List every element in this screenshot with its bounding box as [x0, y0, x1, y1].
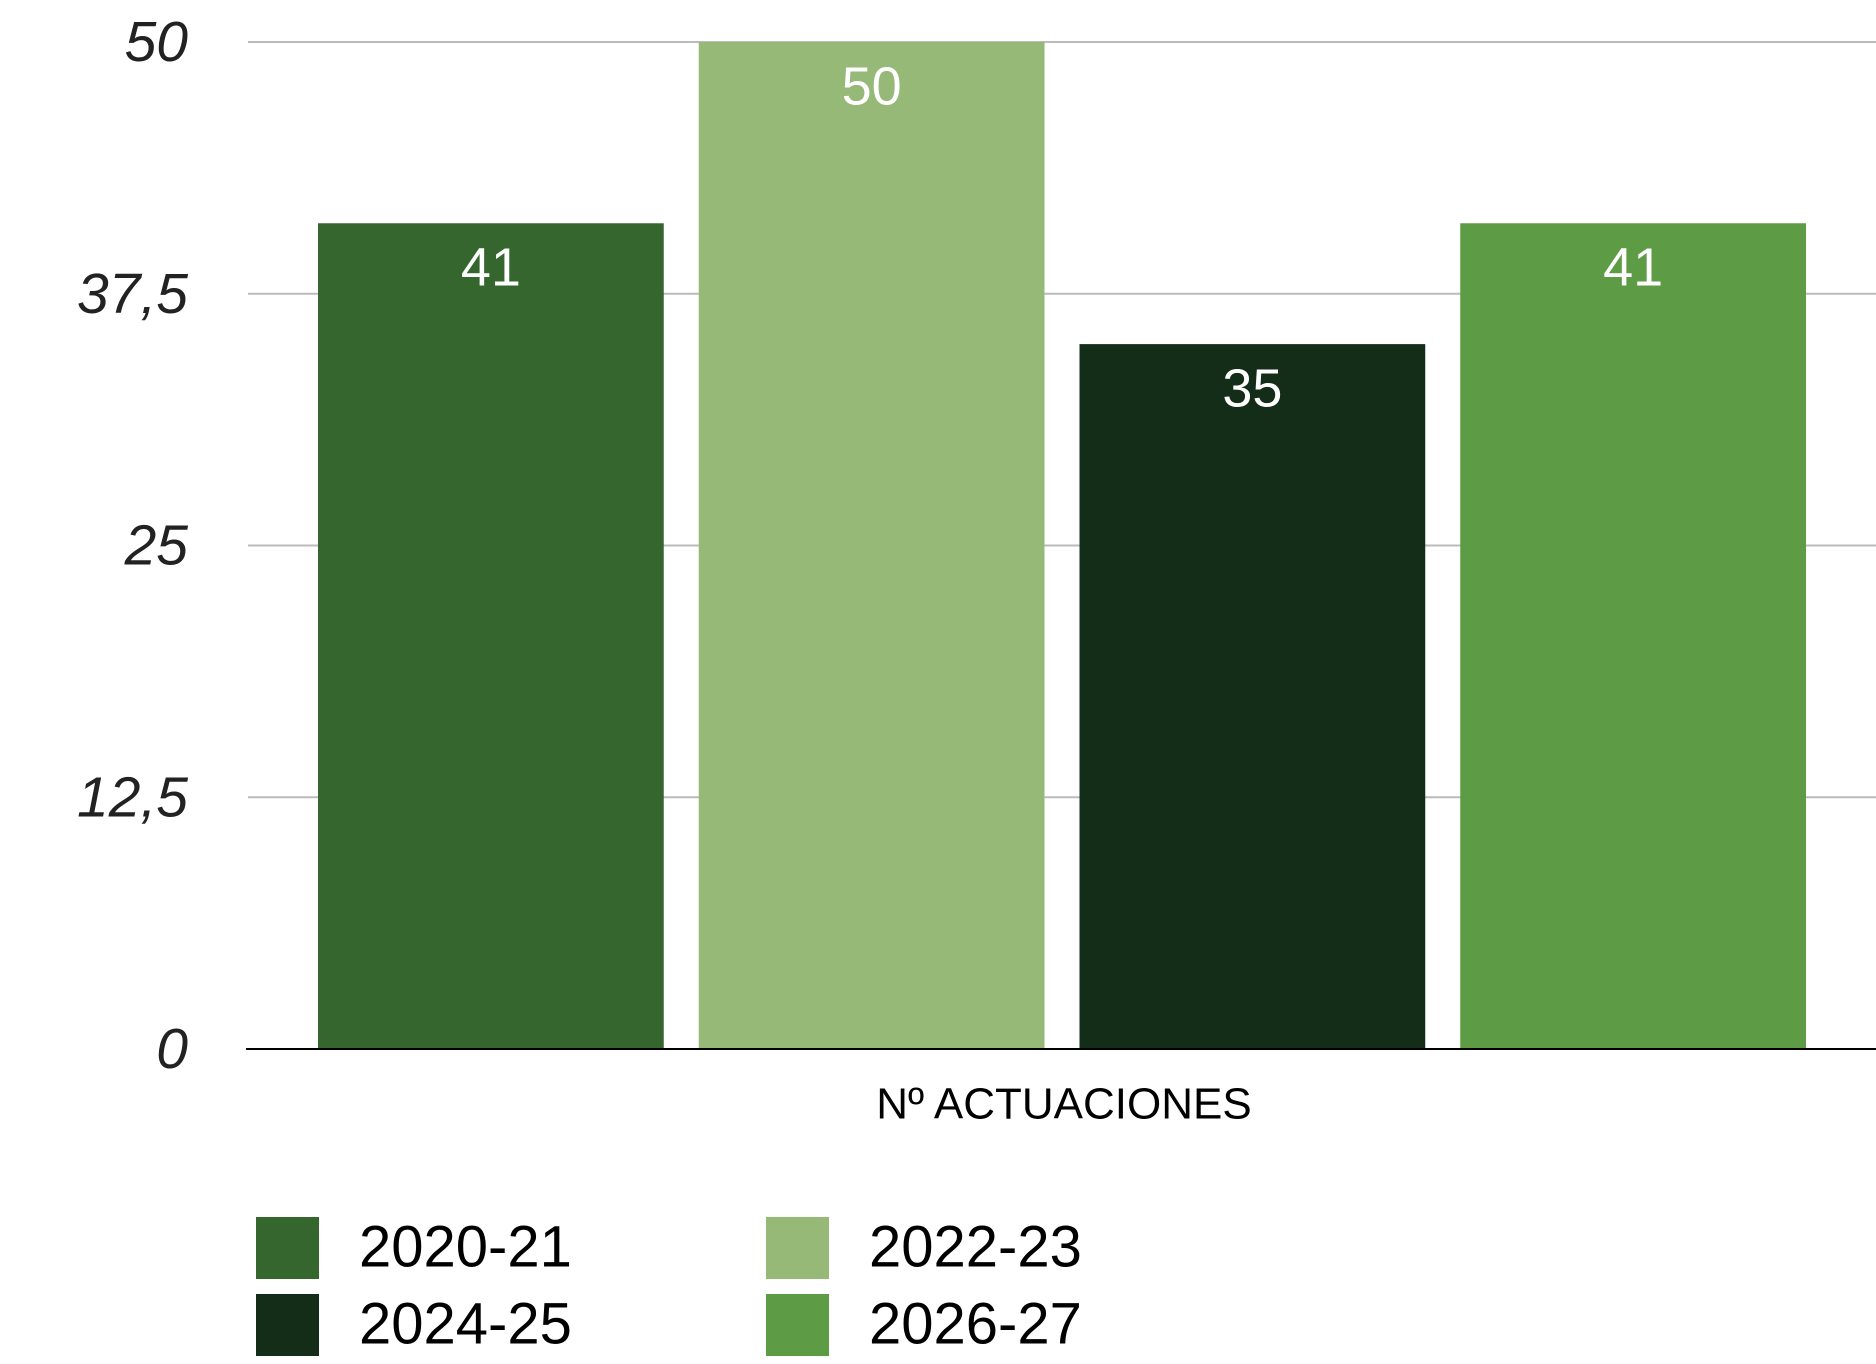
legend-swatch — [256, 1217, 319, 1279]
bar — [1460, 223, 1806, 1049]
bar — [698, 42, 1045, 1049]
data-label: 50 — [842, 56, 902, 116]
y-tick-label: 25 — [124, 514, 189, 578]
legend-label: 2026-27 — [869, 1291, 1082, 1356]
x-tick-label: Nº ACTUACIONES — [876, 1080, 1251, 1129]
y-tick-label: 50 — [125, 10, 189, 74]
data-label: 41 — [1603, 238, 1663, 298]
legend-swatch — [256, 1294, 319, 1356]
bar — [1079, 344, 1426, 1050]
y-tick-label: 37,5 — [77, 262, 188, 326]
y-tick-label: 0 — [156, 1017, 188, 1081]
y-tick-label: 12,5 — [77, 765, 188, 829]
data-label: 41 — [461, 238, 521, 298]
legend-swatch — [766, 1294, 829, 1356]
legend-label: 2022-23 — [869, 1214, 1082, 1279]
data-label: 35 — [1222, 358, 1282, 418]
bar — [318, 223, 664, 1049]
legend-label: 2020-21 — [359, 1214, 572, 1279]
legend-swatch — [766, 1217, 829, 1279]
legend-label: 2024-25 — [359, 1291, 572, 1356]
